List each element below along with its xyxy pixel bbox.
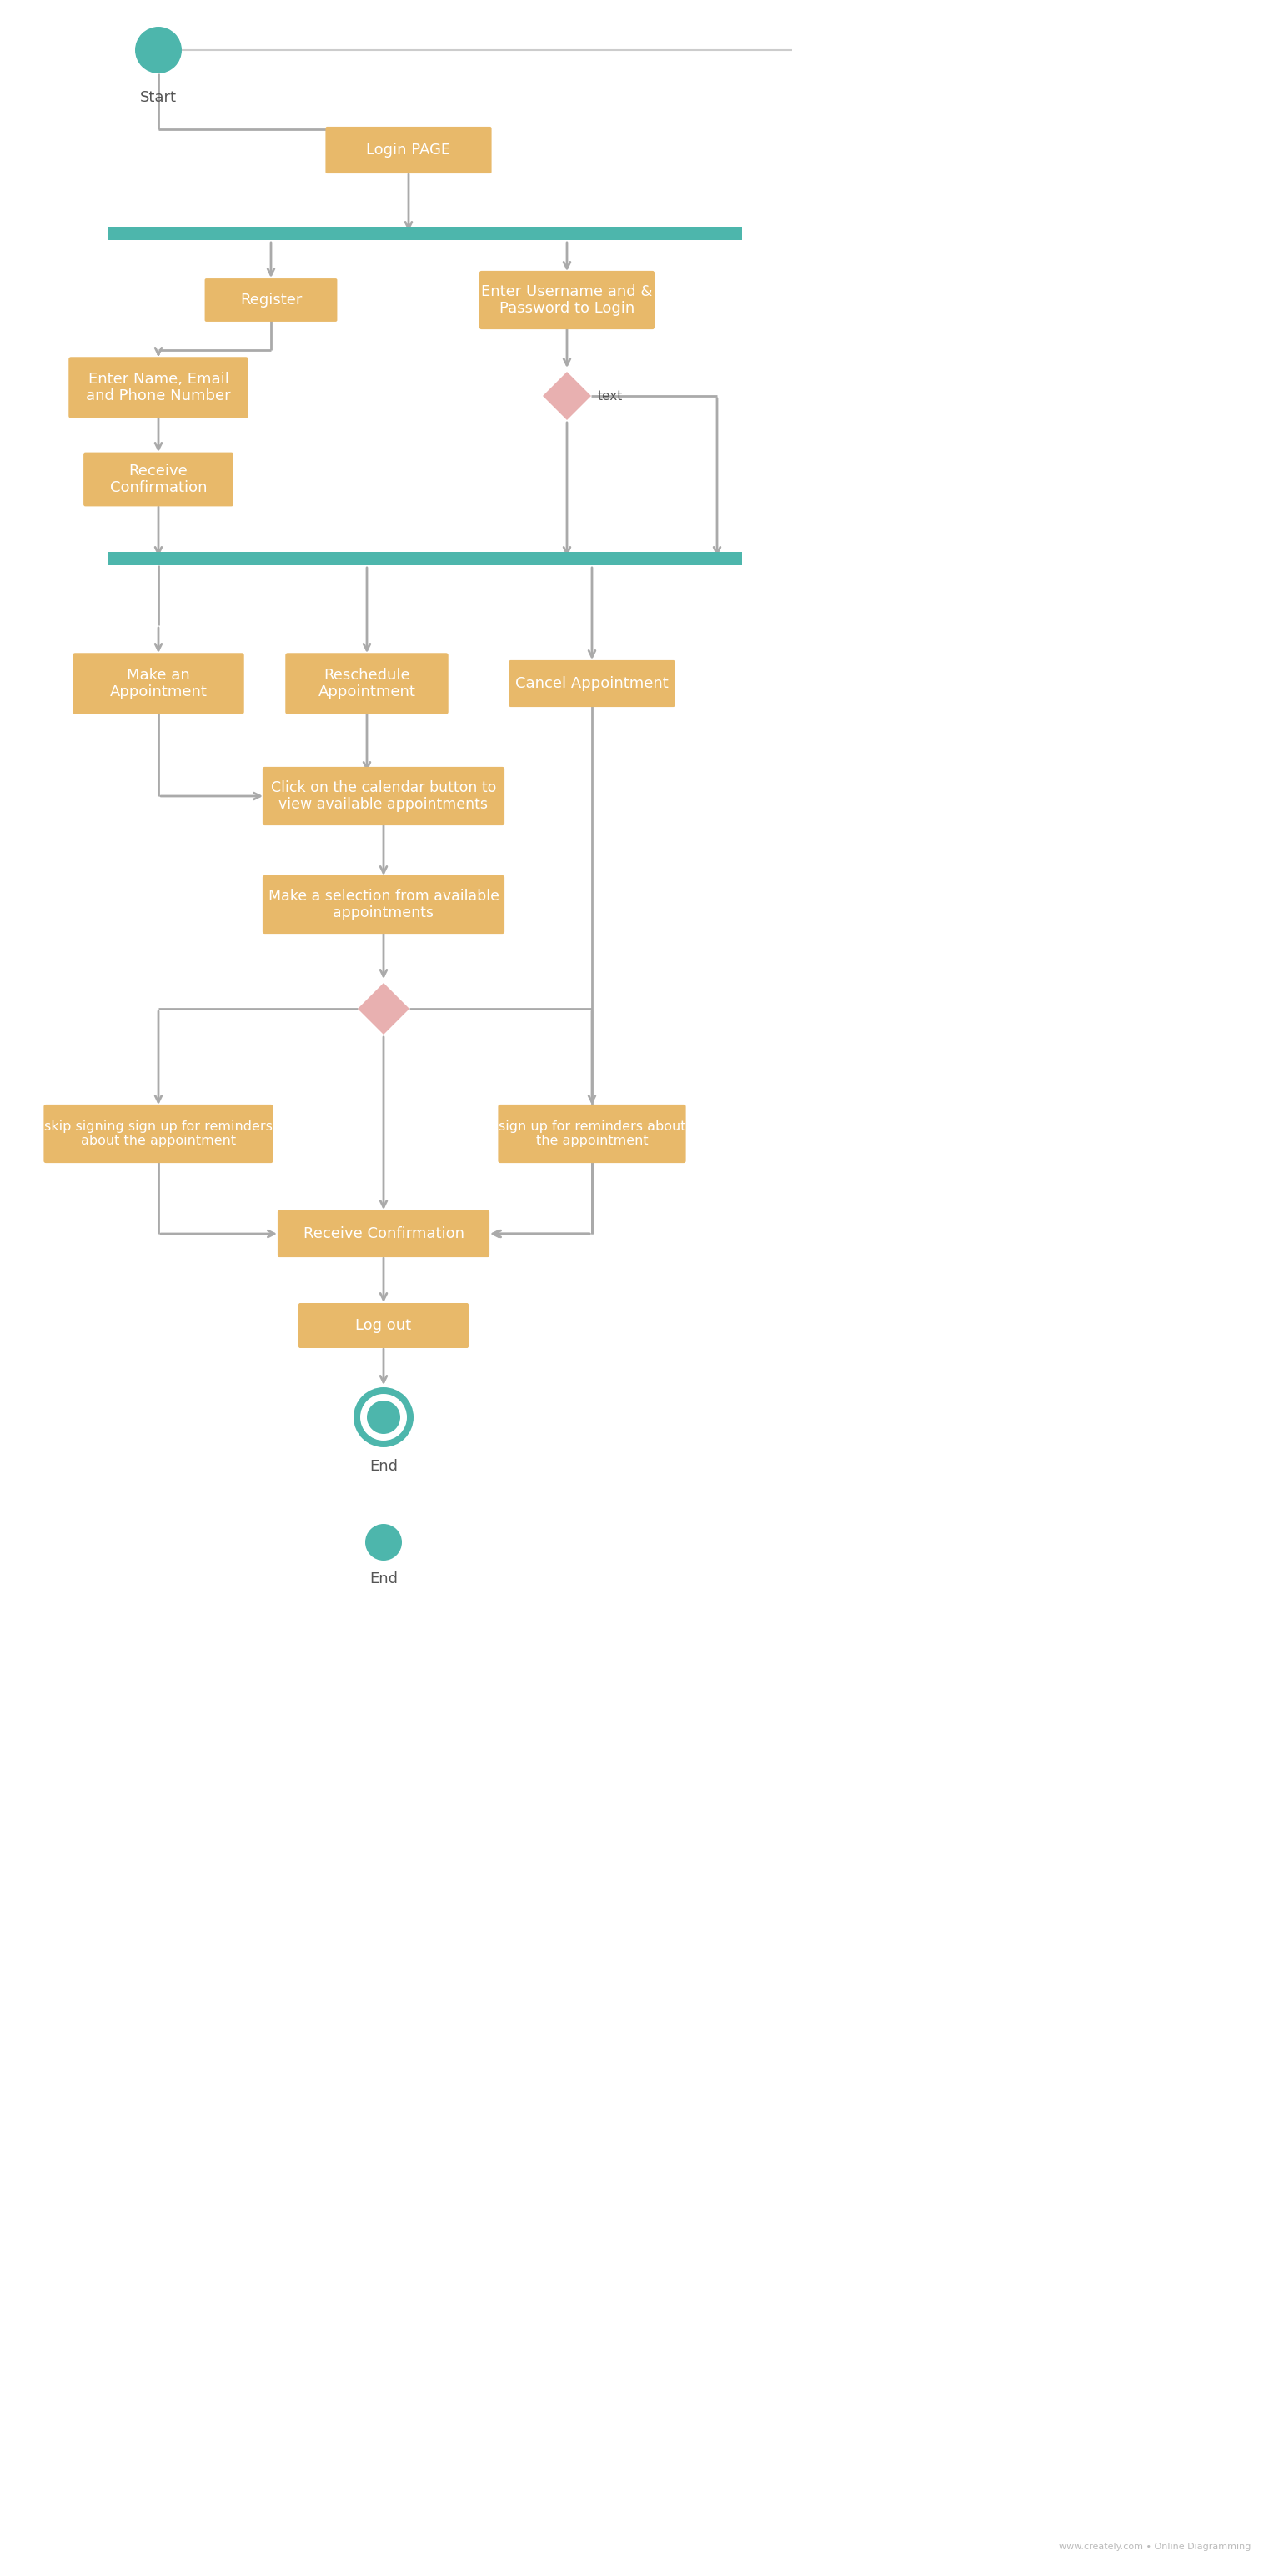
Circle shape <box>136 26 182 72</box>
Text: sign up for reminders about
the appointment: sign up for reminders about the appointm… <box>499 1121 686 1146</box>
Text: Make a selection from available
appointments: Make a selection from available appointm… <box>269 889 499 920</box>
FancyBboxPatch shape <box>73 652 244 714</box>
FancyBboxPatch shape <box>43 1105 274 1162</box>
Text: Log out: Log out <box>356 1319 412 1332</box>
FancyBboxPatch shape <box>509 659 675 706</box>
Text: Reschedule
Appointment: Reschedule Appointment <box>318 667 416 701</box>
Text: End: End <box>370 1458 398 1473</box>
FancyBboxPatch shape <box>326 126 491 173</box>
FancyBboxPatch shape <box>262 876 504 933</box>
Text: Start: Start <box>141 90 177 106</box>
Text: Cancel Appointment: Cancel Appointment <box>515 675 669 690</box>
Circle shape <box>366 1525 402 1561</box>
Text: Register: Register <box>240 294 302 307</box>
FancyBboxPatch shape <box>480 270 655 330</box>
FancyBboxPatch shape <box>69 358 248 417</box>
Text: Receive Confirmation: Receive Confirmation <box>303 1226 464 1242</box>
Circle shape <box>367 1401 400 1435</box>
FancyBboxPatch shape <box>298 1303 468 1347</box>
FancyBboxPatch shape <box>278 1211 490 1257</box>
Polygon shape <box>358 984 409 1036</box>
FancyBboxPatch shape <box>109 551 742 564</box>
FancyBboxPatch shape <box>285 652 449 714</box>
Text: Login PAGE: Login PAGE <box>366 142 450 157</box>
FancyBboxPatch shape <box>262 768 504 824</box>
Text: Make an
Appointment: Make an Appointment <box>110 667 207 701</box>
FancyBboxPatch shape <box>109 227 742 240</box>
Circle shape <box>353 1388 413 1448</box>
Text: Enter Name, Email
and Phone Number: Enter Name, Email and Phone Number <box>86 371 230 404</box>
Circle shape <box>361 1394 407 1440</box>
FancyBboxPatch shape <box>83 453 233 507</box>
FancyBboxPatch shape <box>498 1105 686 1162</box>
Text: Click on the calendar button to
view available appointments: Click on the calendar button to view ava… <box>271 781 496 811</box>
Polygon shape <box>542 371 591 420</box>
Text: Enter Username and &
Password to Login: Enter Username and & Password to Login <box>481 283 652 317</box>
Text: www.creately.com • Online Diagramming: www.creately.com • Online Diagramming <box>1059 2543 1251 2550</box>
Text: Receive
Confirmation: Receive Confirmation <box>110 464 207 495</box>
Text: text: text <box>597 389 623 402</box>
FancyBboxPatch shape <box>205 278 338 322</box>
Text: End: End <box>370 1571 398 1587</box>
Text: skip signing sign up for reminders
about the appointment: skip signing sign up for reminders about… <box>45 1121 272 1146</box>
